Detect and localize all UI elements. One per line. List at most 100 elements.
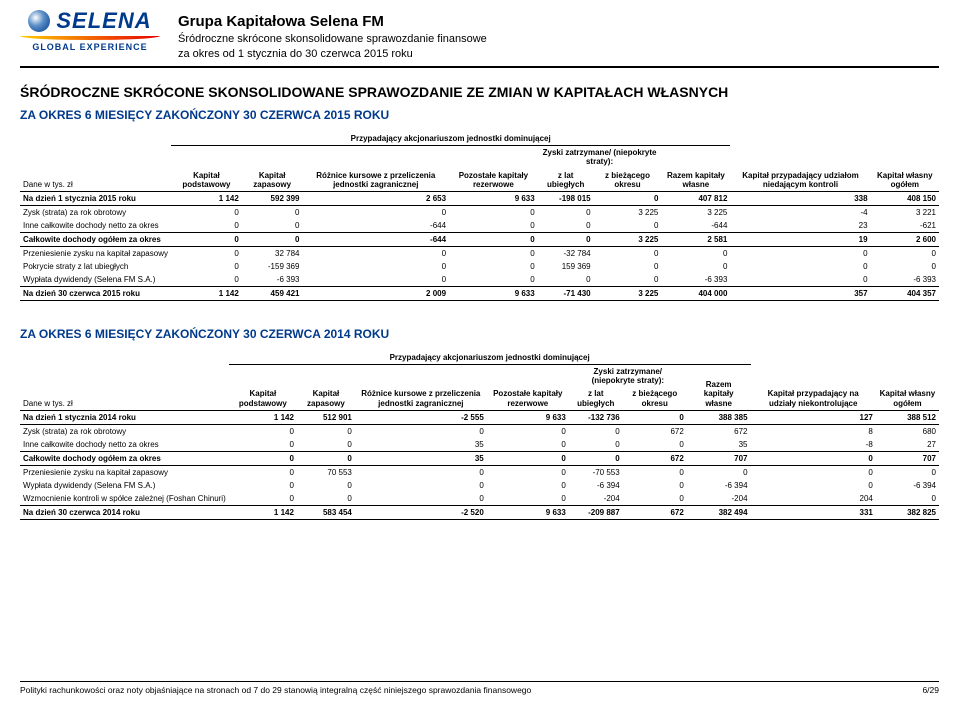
col-total-2: Kapitał własny ogółem — [876, 351, 939, 410]
cell-value: 0 — [751, 451, 876, 465]
cell-value: 0 — [302, 205, 449, 219]
cell-value: 404 000 — [661, 286, 730, 300]
cell-value: 204 — [751, 492, 876, 506]
cell-value: 0 — [487, 465, 569, 479]
cell-value: 407 812 — [661, 191, 730, 205]
header-line3: za okres od 1 stycznia do 30 czerwca 201… — [178, 47, 487, 62]
cell-value: 592 399 — [242, 191, 303, 205]
col-reserves: Pozostałe kapitały rezerwowe — [449, 146, 538, 192]
group-header: Przypadający akcjonariuszom jednostki do… — [171, 132, 730, 146]
cell-value: 0 — [876, 492, 939, 506]
cell-value: 0 — [623, 410, 687, 424]
cell-value: 0 — [538, 232, 594, 246]
cell-value: 0 — [449, 219, 538, 233]
cell-value: 0 — [302, 260, 449, 273]
row-label: Na dzień 30 czerwca 2014 roku — [20, 505, 229, 519]
cell-value: 0 — [355, 465, 487, 479]
cell-value: 0 — [623, 438, 687, 452]
cell-value: 0 — [876, 465, 939, 479]
cell-value: -644 — [661, 219, 730, 233]
table-row: Inne całkowite dochody netto za okres00-… — [20, 219, 939, 233]
cell-value: 9 633 — [449, 286, 538, 300]
cell-value: -204 — [687, 492, 751, 506]
cell-value: 0 — [538, 219, 594, 233]
cell-value: -6 393 — [661, 273, 730, 287]
cell-value: 0 — [487, 479, 569, 492]
cell-value: 707 — [876, 451, 939, 465]
row-label: Na dzień 1 stycznia 2015 roku — [20, 191, 171, 205]
table-row: Wzmocnienie kontroli w spółce zależnej (… — [20, 492, 939, 506]
cell-value: 23 — [730, 219, 870, 233]
page-footer: Polityki rachunkowości oraz noty objaśni… — [20, 681, 939, 695]
cell-value: -71 430 — [538, 286, 594, 300]
cell-value: 512 901 — [297, 410, 355, 424]
table-row: Zysk (strata) za rok obrotowy00000672672… — [20, 424, 939, 438]
cell-value: 1 142 — [171, 286, 242, 300]
cell-value: -6 394 — [687, 479, 751, 492]
cell-value: 0 — [171, 260, 242, 273]
cell-value: 0 — [449, 246, 538, 260]
cell-value: 1 142 — [171, 191, 242, 205]
cell-value: 707 — [687, 451, 751, 465]
cell-value: 583 454 — [297, 505, 355, 519]
table1-body: Na dzień 1 stycznia 2015 roku1 142592 39… — [20, 191, 939, 300]
cell-value: 32 784 — [242, 246, 303, 260]
cell-value: 0 — [242, 232, 303, 246]
cell-value: 0 — [487, 438, 569, 452]
cell-value: -198 015 — [538, 191, 594, 205]
cell-value: 408 150 — [871, 191, 939, 205]
cell-value: 0 — [730, 273, 870, 287]
cell-value: 338 — [730, 191, 870, 205]
main-title: ŚRÓDROCZNE SKRÓCONE SKONSOLIDOWANE SPRAW… — [20, 84, 939, 100]
equity-table-2014: Dane w tys. zł Przypadający akcjonariusz… — [20, 351, 939, 520]
cell-value: 0 — [871, 260, 939, 273]
cell-value: 0 — [449, 273, 538, 287]
table-row: Przeniesienie zysku na kapitał zapasowy0… — [20, 465, 939, 479]
cell-value: 0 — [661, 260, 730, 273]
row-label: Na dzień 1 stycznia 2014 roku — [20, 410, 229, 424]
col-supplementary: Kapitał zapasowy — [242, 146, 303, 192]
cell-value: -204 — [569, 492, 623, 506]
cell-value: 0 — [449, 232, 538, 246]
row-label: Na dzień 30 czerwca 2015 roku — [20, 286, 171, 300]
cell-value: -8 — [751, 438, 876, 452]
col-minority-2: Kapitał przypadający na udziały niekontr… — [751, 351, 876, 410]
logo-name: SELENA — [56, 8, 151, 34]
cell-value: 0 — [297, 479, 355, 492]
logo-subtitle: GLOBAL EXPERIENCE — [32, 42, 147, 52]
cell-value: 0 — [302, 246, 449, 260]
cell-value: 0 — [229, 479, 297, 492]
cell-value: 0 — [229, 438, 297, 452]
cell-value: 0 — [297, 451, 355, 465]
cell-value: 35 — [355, 451, 487, 465]
cell-value: 2 581 — [661, 232, 730, 246]
cell-value: 159 369 — [538, 260, 594, 273]
cell-value: 0 — [538, 205, 594, 219]
header-line2: Śródroczne skrócone skonsolidowane spraw… — [178, 32, 487, 47]
row-label: Inne całkowite dochody netto za okres — [20, 438, 229, 452]
table-row: Zysk (strata) za rok obrotowy000003 2253… — [20, 205, 939, 219]
cell-value: 0 — [623, 465, 687, 479]
row-label: Pokrycie straty z lat ubiegłych — [20, 260, 171, 273]
cell-value: -644 — [302, 232, 449, 246]
cell-value: 1 142 — [229, 410, 297, 424]
cell-value: 0 — [171, 232, 242, 246]
cell-value: 0 — [594, 246, 662, 260]
row-label: Zysk (strata) za rok obrotowy — [20, 205, 171, 219]
col-fx: Różnice kursowe z przeliczenia jednostki… — [302, 146, 449, 192]
page-number: 6/29 — [922, 685, 939, 695]
table-row: Całkowite dochody ogółem za okres0035006… — [20, 451, 939, 465]
cell-value: 0 — [229, 465, 297, 479]
cell-value: 0 — [623, 492, 687, 506]
cell-value: 0 — [751, 479, 876, 492]
cell-value: 357 — [730, 286, 870, 300]
cell-value: -6 394 — [569, 479, 623, 492]
cell-value: 0 — [538, 273, 594, 287]
cell-value: -209 887 — [569, 505, 623, 519]
globe-icon — [28, 10, 50, 32]
cell-value: 382 825 — [876, 505, 939, 519]
cell-value: -70 553 — [569, 465, 623, 479]
col-prior-years: z lat ubiegłych — [538, 169, 594, 192]
cell-value: 0 — [229, 451, 297, 465]
cell-value: 0 — [229, 424, 297, 438]
